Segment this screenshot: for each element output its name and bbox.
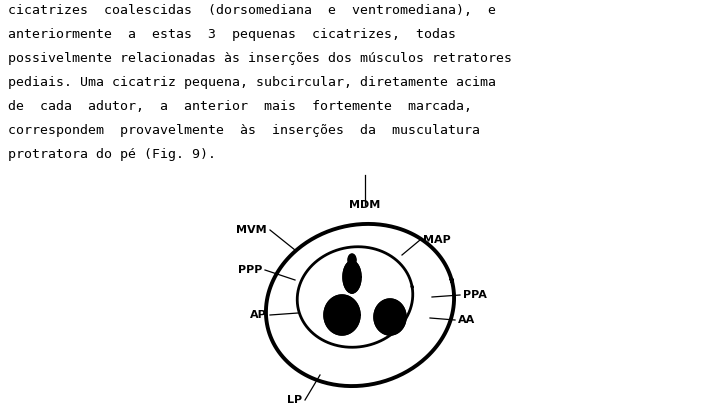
Text: LP: LP bbox=[287, 395, 302, 405]
Polygon shape bbox=[348, 281, 356, 293]
Polygon shape bbox=[374, 299, 406, 335]
Text: PPA: PPA bbox=[463, 290, 487, 300]
Text: PPP: PPP bbox=[238, 265, 262, 275]
Polygon shape bbox=[348, 264, 356, 276]
Text: AP: AP bbox=[250, 310, 267, 320]
Text: MVM: MVM bbox=[236, 225, 267, 235]
Text: protratora do pé (Fig. 9).: protratora do pé (Fig. 9). bbox=[8, 148, 216, 161]
Text: AA: AA bbox=[458, 315, 475, 325]
Text: anteriormente  a  estas  3  pequenas  cicatrizes,  todas: anteriormente a estas 3 pequenas cicatri… bbox=[8, 28, 456, 41]
Polygon shape bbox=[348, 254, 356, 266]
Text: cicatrizes  coalescidas  (dorsomediana  e  ventromediana),  e: cicatrizes coalescidas (dorsomediana e v… bbox=[8, 4, 496, 17]
Text: possivelmente relacionadas às inserções dos músculos retratores: possivelmente relacionadas às inserções … bbox=[8, 52, 512, 65]
Text: pediais. Uma cicatriz pequena, subcircular, diretamente acima: pediais. Uma cicatriz pequena, subcircul… bbox=[8, 76, 496, 89]
Text: de  cada  adutor,  a  anterior  mais  fortemente  marcada,: de cada adutor, a anterior mais fortemen… bbox=[8, 100, 472, 113]
Polygon shape bbox=[343, 261, 361, 293]
Text: MAP: MAP bbox=[423, 235, 451, 245]
Text: MDM: MDM bbox=[349, 200, 380, 210]
Polygon shape bbox=[348, 274, 356, 286]
Polygon shape bbox=[324, 295, 360, 335]
Text: correspondem  provavelmente  às  inserções  da  musculatura: correspondem provavelmente às inserções … bbox=[8, 124, 480, 137]
